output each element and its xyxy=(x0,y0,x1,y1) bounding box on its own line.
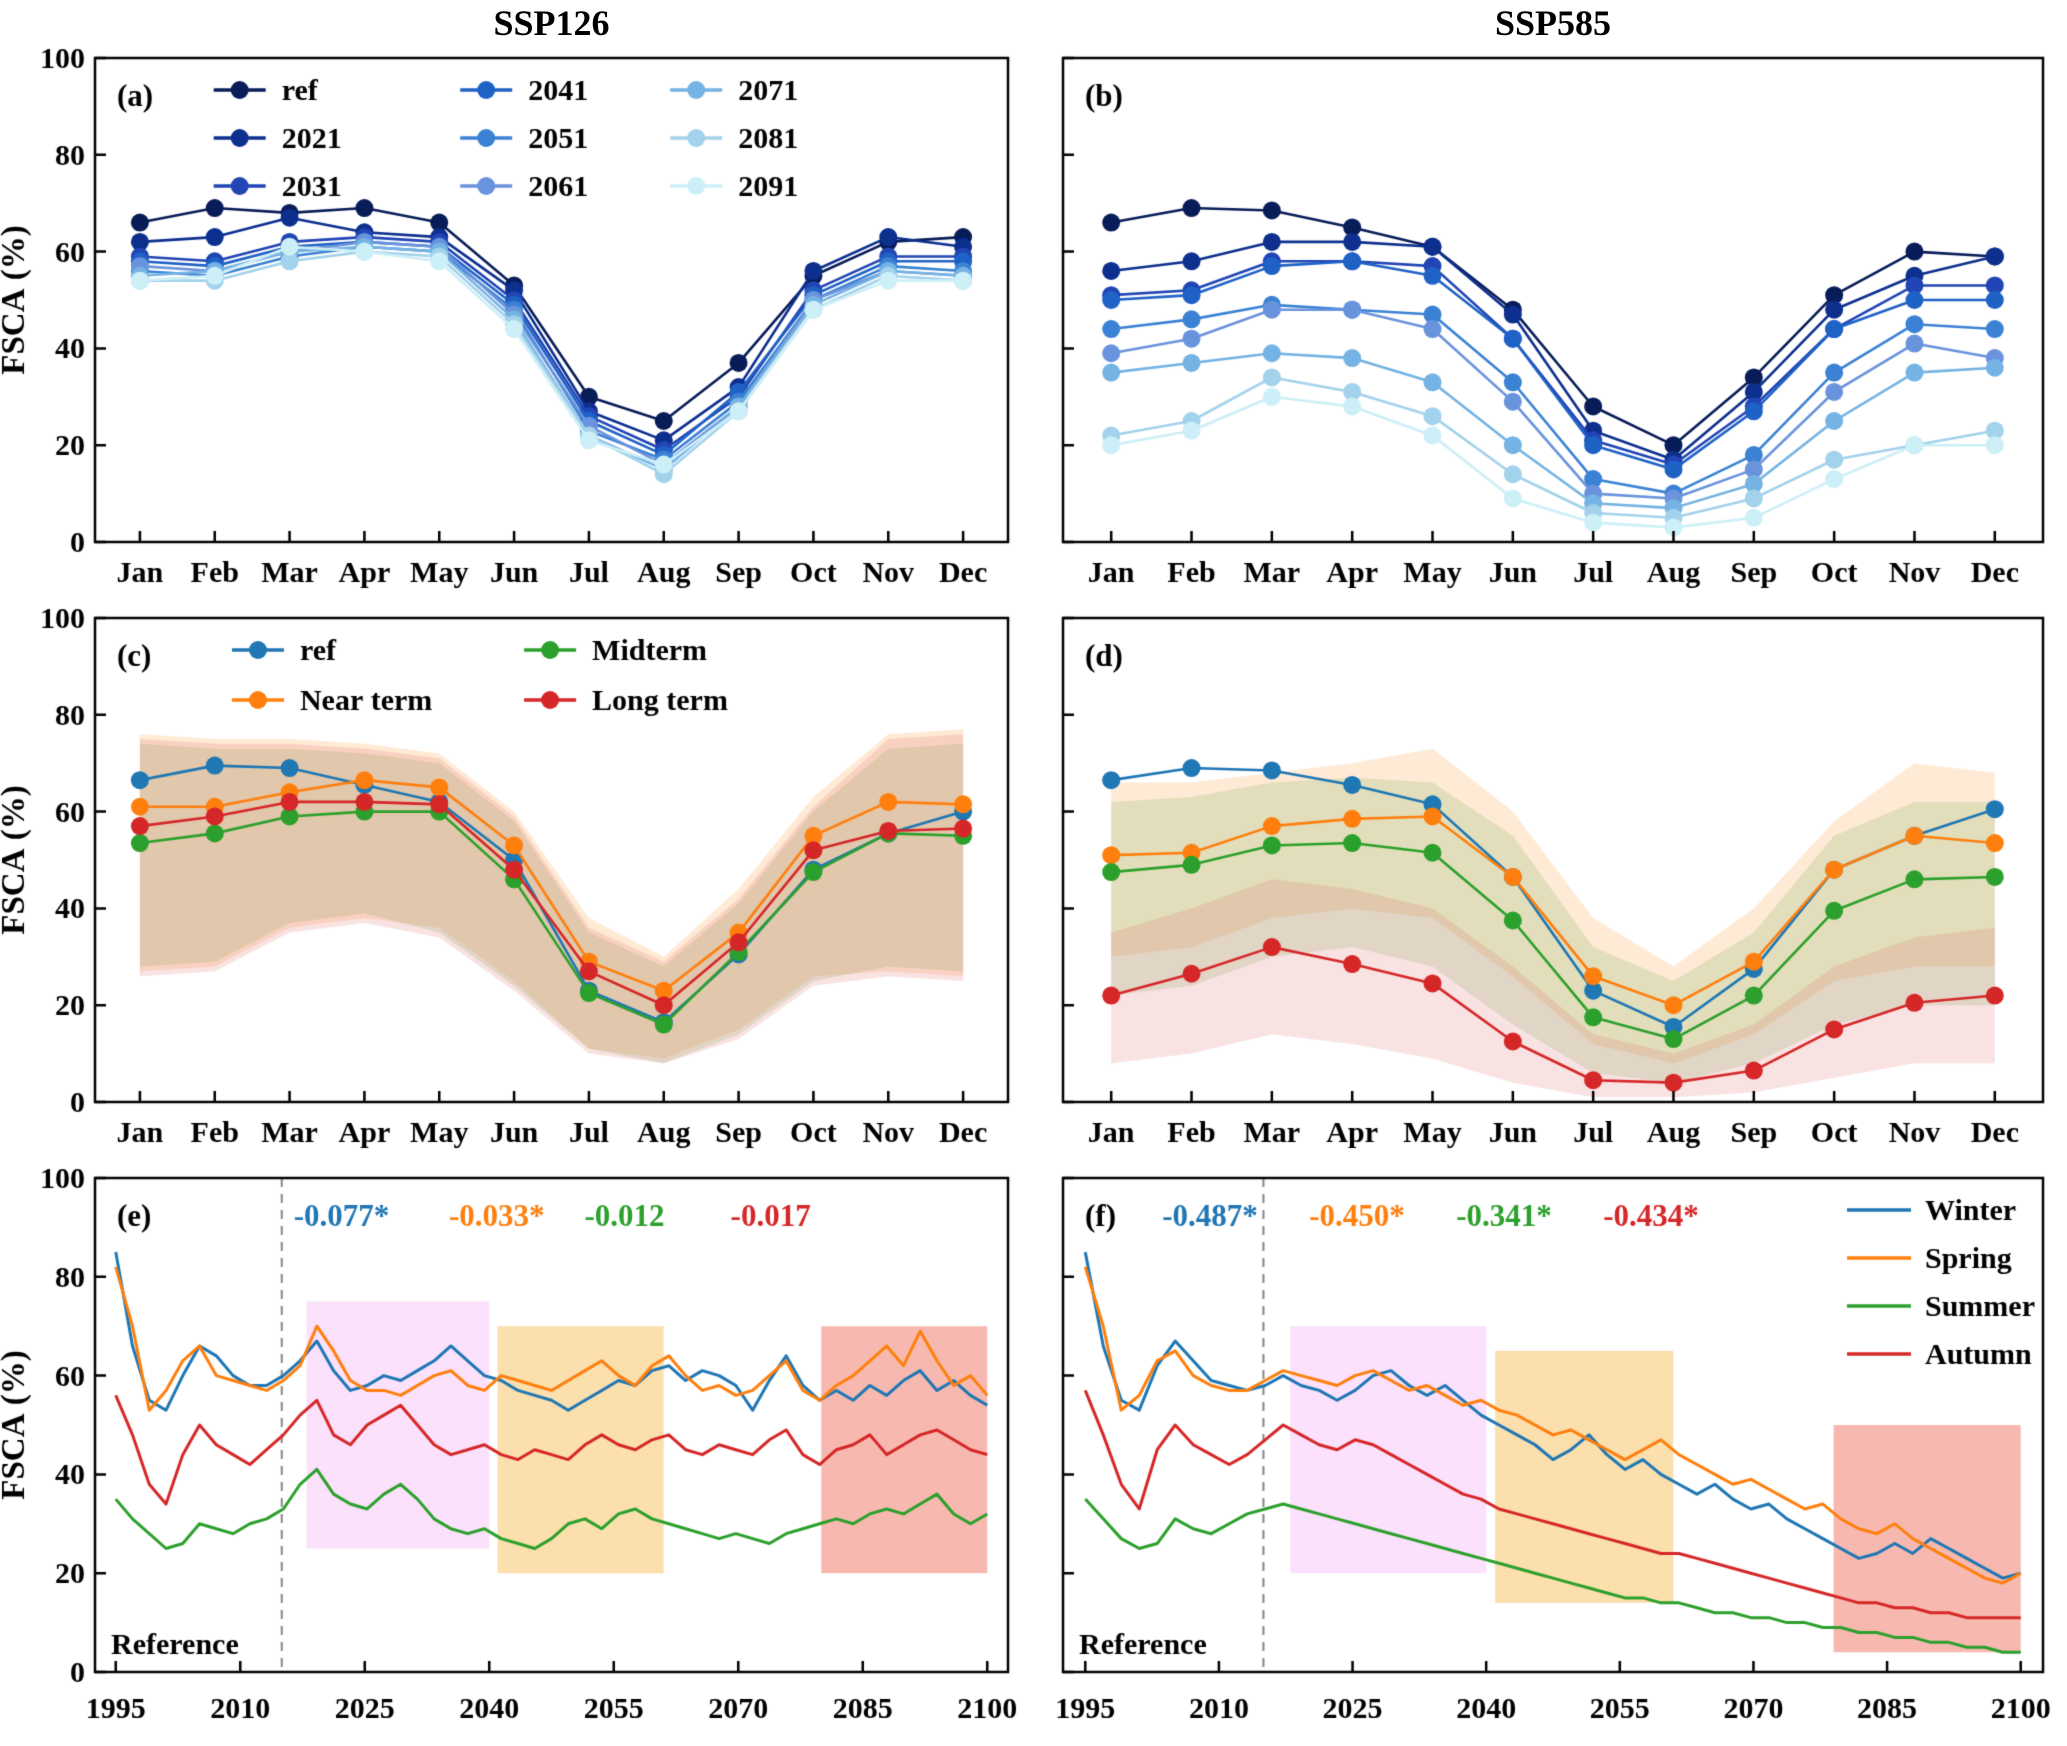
panel-f-chart xyxy=(1033,1164,2067,1746)
panel-b-chart xyxy=(1033,44,2067,604)
panel-d-chart xyxy=(1033,604,2067,1164)
panel-e-chart xyxy=(0,1164,1033,1746)
panel-c-chart xyxy=(0,604,1033,1164)
panel-a-chart xyxy=(0,44,1033,604)
column-title-ssp585: SSP585 xyxy=(1494,3,1612,43)
column-title-ssp126: SSP126 xyxy=(493,3,610,43)
